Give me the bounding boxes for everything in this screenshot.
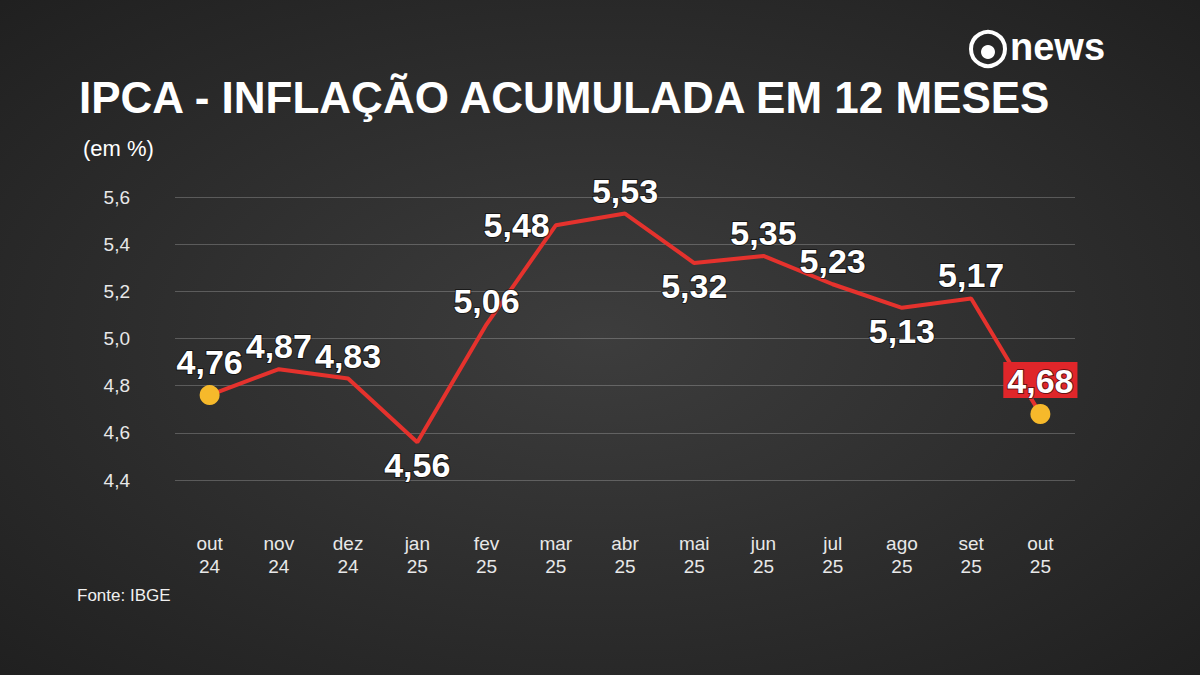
svg-text:set: set [958,533,984,554]
svg-text:5,35: 5,35 [730,214,796,252]
svg-text:4,4: 4,4 [104,470,131,491]
svg-text:abr: abr [611,533,639,554]
svg-text:5,06: 5,06 [453,282,519,320]
svg-text:nov: nov [264,533,295,554]
svg-text:IPCA - INFLAÇÃO ACUMULADA EM 1: IPCA - INFLAÇÃO ACUMULADA EM 12 MESES [79,73,1049,122]
svg-text:4,68: 4,68 [1007,362,1073,400]
svg-text:25: 25 [407,556,428,577]
svg-text:25: 25 [822,556,843,577]
svg-text:24: 24 [199,556,221,577]
svg-text:jan: jan [404,533,430,554]
svg-text:4,56: 4,56 [384,446,450,484]
svg-text:4,83: 4,83 [315,337,381,375]
svg-text:(em %): (em %) [83,136,154,161]
svg-text:5,17: 5,17 [938,256,1004,294]
svg-text:5,32: 5,32 [661,267,727,305]
svg-text:out: out [1027,533,1054,554]
svg-text:25: 25 [961,556,982,577]
svg-text:4,87: 4,87 [246,327,312,365]
svg-text:25: 25 [1030,556,1051,577]
svg-text:ago: ago [886,533,918,554]
svg-text:24: 24 [268,556,290,577]
svg-text:out: out [196,533,223,554]
svg-text:jul: jul [822,533,842,554]
svg-text:5,13: 5,13 [869,312,935,350]
svg-text:5,4: 5,4 [104,234,131,255]
svg-text:25: 25 [891,556,912,577]
svg-text:4,76: 4,76 [177,343,243,381]
svg-text:5,48: 5,48 [484,206,550,244]
svg-text:25: 25 [614,556,635,577]
svg-text:5,6: 5,6 [104,187,130,208]
svg-text:25: 25 [545,556,566,577]
svg-text:mai: mai [679,533,710,554]
svg-text:mar: mar [539,533,572,554]
svg-text:5,0: 5,0 [104,328,130,349]
svg-text:Fonte: IBGE: Fonte: IBGE [77,586,171,605]
svg-text:jun: jun [750,533,776,554]
svg-text:5,23: 5,23 [800,242,866,280]
svg-text:fev: fev [474,533,500,554]
svg-text:24: 24 [338,556,360,577]
svg-text:5,2: 5,2 [104,281,130,302]
svg-text:dez: dez [333,533,364,554]
svg-text:5,53: 5,53 [592,172,658,210]
svg-text:news: news [1010,26,1105,68]
svg-text:25: 25 [476,556,497,577]
svg-text:4,6: 4,6 [104,422,130,443]
svg-text:4,8: 4,8 [104,375,130,396]
svg-text:25: 25 [684,556,705,577]
svg-text:25: 25 [753,556,774,577]
